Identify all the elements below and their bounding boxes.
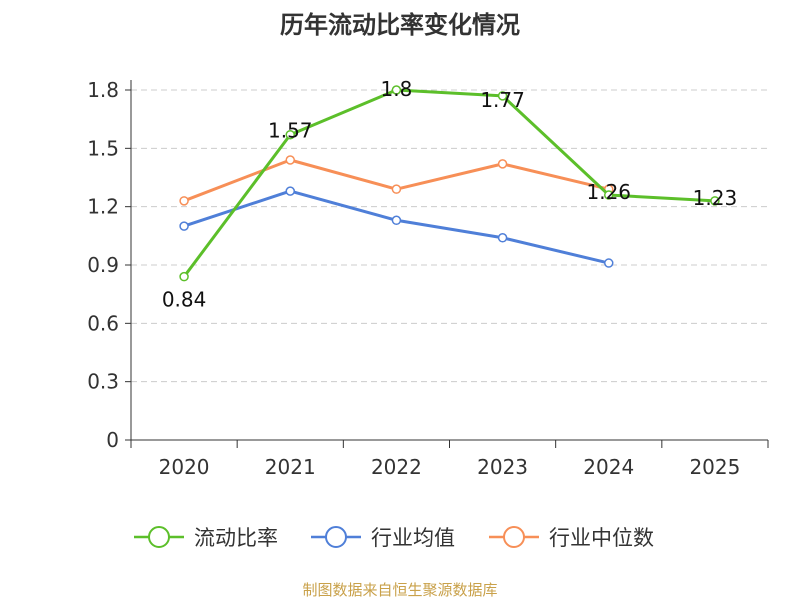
y-tick-label: 0.6 <box>87 311 119 335</box>
legend: 流动比率 行业均值 行业中位数 <box>134 526 654 550</box>
y-tick-label: 0 <box>106 428 119 452</box>
legend-marker-icon <box>148 526 170 548</box>
data-point <box>285 155 295 165</box>
y-tick-label: 1.2 <box>87 195 119 219</box>
data-point <box>710 196 720 206</box>
legend-label: 行业均值 <box>371 526 455 550</box>
legend-label: 流动比率 <box>194 526 278 550</box>
legend-marker-icon <box>503 526 525 548</box>
x-tick-label: 2021 <box>265 455 316 479</box>
series-group <box>179 85 720 282</box>
data-label: 0.84 <box>162 288 207 312</box>
axes: 0 0.3 0.6 0.9 1.2 1.5 1.8 2020 2021 2022 2023 2024 2… <box>87 78 769 479</box>
data-label: 1.23 <box>693 186 738 210</box>
data-point <box>604 258 614 268</box>
data-point <box>285 129 295 140</box>
data-point <box>497 91 508 101</box>
series-line <box>182 88 715 278</box>
data-labels: 0.84 1.57 1.8 1.77 1.26 1.23 <box>162 77 737 312</box>
grid-lines <box>131 89 768 383</box>
data-point <box>391 215 402 226</box>
x-tick-label: 2023 <box>477 455 528 479</box>
y-tick-label: 0.9 <box>87 253 119 277</box>
data-point <box>604 190 614 200</box>
data-point <box>391 85 402 95</box>
data-point <box>497 159 508 169</box>
data-point <box>179 221 189 231</box>
y-tick-label: 1.8 <box>87 78 119 102</box>
data-label: 1.77 <box>480 88 525 112</box>
series-line <box>183 158 610 203</box>
x-tick-label: 2020 <box>159 455 210 479</box>
data-point <box>285 186 295 196</box>
chart-title: 历年流动比率变化情况 <box>280 11 520 39</box>
data-point <box>179 196 189 206</box>
x-tick-label: 2024 <box>583 455 634 479</box>
data-point <box>497 233 508 243</box>
legend-marker-icon <box>325 526 347 548</box>
legend-item[interactable]: 行业均值 <box>311 526 455 550</box>
y-tick-label: 0.3 <box>87 370 119 394</box>
source-note: 制图数据来自恒生聚源数据库 <box>302 581 497 599</box>
data-point <box>179 271 189 282</box>
series-line <box>183 189 610 265</box>
x-tick-label: 2025 <box>689 455 740 479</box>
data-point <box>391 184 402 194</box>
legend-item[interactable]: 行业中位数 <box>489 526 654 550</box>
data-label: 1.8 <box>381 77 413 101</box>
legend-label: 行业中位数 <box>549 526 654 550</box>
data-label: 1.57 <box>268 119 313 143</box>
y-tick-label: 1.5 <box>87 136 119 160</box>
data-label: 1.26 <box>586 180 631 204</box>
legend-item[interactable]: 流动比率 <box>134 526 278 550</box>
x-tick-label: 2022 <box>371 455 422 479</box>
